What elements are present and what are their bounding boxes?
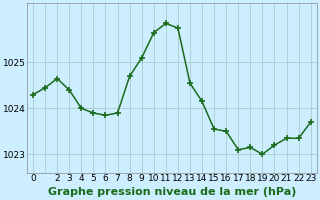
- X-axis label: Graphe pression niveau de la mer (hPa): Graphe pression niveau de la mer (hPa): [48, 187, 296, 197]
